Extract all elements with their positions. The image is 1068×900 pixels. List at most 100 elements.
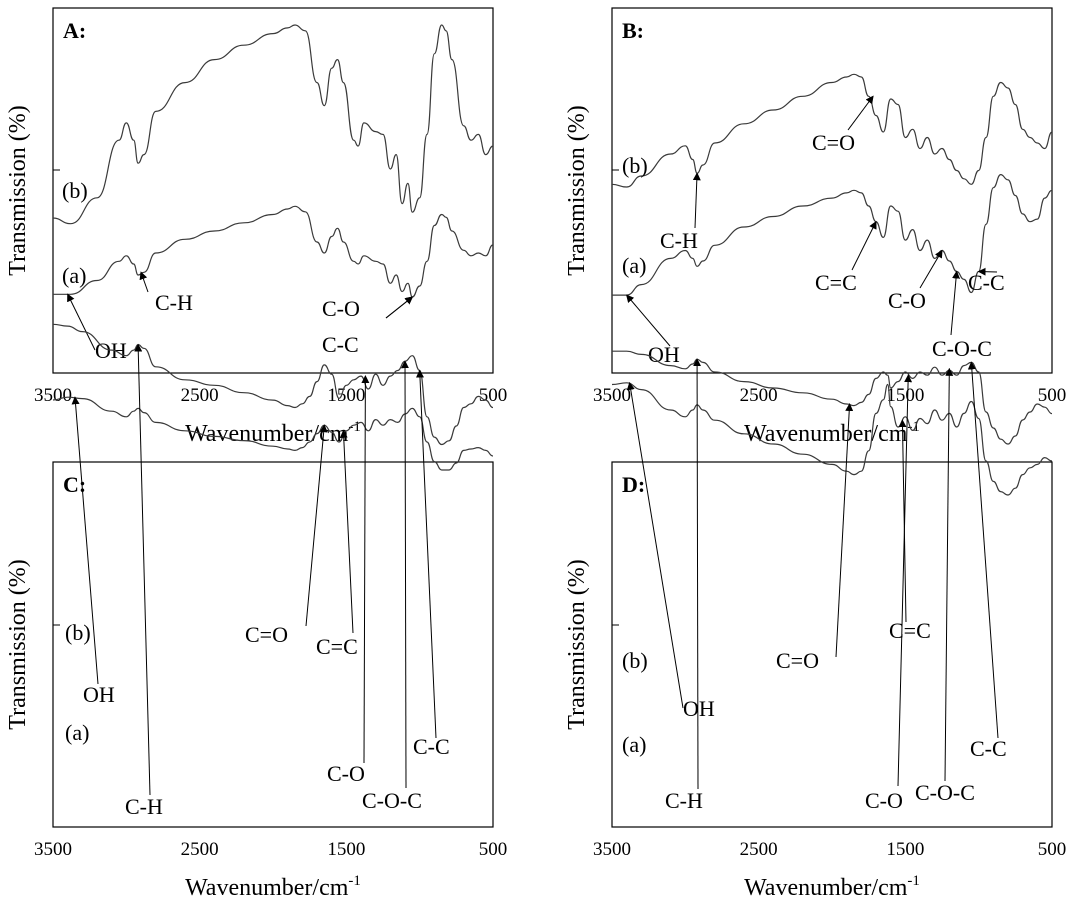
- panel-4: 3500 2500 1500 500 Wavenumber/cm-1 Transmissi…: [564, 350, 1067, 900]
- annotation-label: C-O: [865, 788, 903, 813]
- x-tick-label: 3500: [593, 839, 631, 860]
- panel-label: D:: [622, 472, 645, 497]
- annotation-label: C-C: [413, 734, 450, 759]
- x-tick-label: 3500: [34, 385, 72, 406]
- plot-frame: [611, 461, 1053, 828]
- x-tick-label: 2500: [181, 839, 219, 860]
- annotation-arrow: [67, 293, 96, 351]
- x-tick-label: 500: [479, 385, 508, 406]
- annotation-label: C-O-C: [915, 780, 975, 805]
- x-tick-label: 3500: [593, 385, 631, 406]
- annotation-label: C=O: [776, 648, 819, 673]
- annotation-label: C-O-C: [362, 788, 422, 813]
- series-line-b: [611, 73, 1053, 188]
- series-line-a: [611, 174, 1053, 296]
- x-tick-label: 1500: [327, 385, 365, 406]
- annotation-arrow: [385, 296, 414, 319]
- annotation-label: C-H: [155, 290, 193, 315]
- annotation-label: OH: [683, 696, 715, 721]
- annotation-label: C=O: [812, 130, 855, 155]
- annotation-label: C=O: [245, 622, 288, 647]
- annotation-arrow: [339, 429, 354, 634]
- annotation-label: C=C: [815, 270, 857, 295]
- series-label: (b): [622, 648, 648, 673]
- annotation-arrow: [967, 361, 999, 739]
- x-tick-label: 2500: [740, 385, 778, 406]
- panel-label: B:: [622, 18, 644, 43]
- x-axis-title: Wavenumber/cm-1: [185, 419, 361, 447]
- annotation-arrow: [692, 172, 701, 229]
- x-tick-label: 1500: [886, 839, 924, 860]
- x-tick-label: 500: [1038, 385, 1067, 406]
- annotation-label: OH: [83, 682, 115, 707]
- annotation-arrow: [835, 403, 854, 658]
- x-axis-title: Wavenumber/cm-1: [185, 873, 361, 900]
- y-axis-title: Transmission (%): [5, 559, 31, 729]
- x-tick-label: 2500: [740, 839, 778, 860]
- series-label: (a): [65, 720, 89, 745]
- series-label: (a): [622, 732, 646, 757]
- series-line-a: [52, 323, 494, 446]
- x-tick-label: 500: [479, 839, 508, 860]
- x-axis-title: Wavenumber/cm-1: [744, 873, 920, 900]
- y-axis-title: Transmission (%): [5, 105, 31, 275]
- panel-label: A:: [63, 18, 86, 43]
- plot-frame: [611, 7, 1053, 374]
- annotation-label: C-O-C: [932, 336, 992, 361]
- annotation-label: C-C: [968, 270, 1005, 295]
- series-label: (a): [622, 253, 646, 278]
- annotation-arrow: [944, 367, 954, 782]
- plot-frame: [52, 461, 494, 828]
- annotation-arrow: [851, 220, 877, 271]
- annotation-arrow: [847, 95, 874, 131]
- annotation-label: C-O: [327, 761, 365, 786]
- x-axis-title: Wavenumber/cm-1: [744, 419, 920, 447]
- annotation-label: C-H: [125, 794, 163, 819]
- panel-3: 3500 2500 1500 500 Wavenumber/cm-1 Transmissi…: [5, 323, 508, 900]
- annotation-label: C-H: [665, 788, 703, 813]
- series-line-a: [612, 350, 1053, 445]
- panel-label: C:: [63, 472, 86, 497]
- annotation-arrow: [626, 381, 684, 709]
- y-axis-title: Transmission (%): [564, 105, 590, 275]
- annotation-label: C=C: [889, 618, 931, 643]
- annotation-label: C-C: [322, 332, 359, 357]
- annotation-label: C-O: [322, 296, 360, 321]
- annotation-arrow: [71, 396, 99, 685]
- annotation-arrow: [693, 358, 702, 790]
- series-label: (b): [62, 178, 88, 203]
- series-label: (b): [622, 153, 648, 178]
- x-tick-label: 3500: [34, 839, 72, 860]
- plot-frame: [52, 7, 494, 374]
- panel-1: 3500 2500 1500 500 Wavenumber/cm-1 Transmissi…: [5, 7, 508, 447]
- x-axis-title-superscript: -1: [348, 873, 361, 889]
- annotation-label: C-H: [660, 228, 698, 253]
- annotation-arrow: [897, 374, 913, 787]
- annotation-arrow: [361, 375, 370, 764]
- x-tick-label: 2500: [181, 385, 219, 406]
- series-line-b: [611, 382, 1053, 496]
- annotation-arrow: [626, 294, 671, 347]
- annotation-label: C-C: [970, 736, 1007, 761]
- series-line-a: [53, 205, 494, 298]
- y-axis-title: Transmission (%): [564, 559, 590, 729]
- annotation-label: OH: [648, 342, 680, 367]
- annotation-label: C-O: [888, 288, 926, 313]
- annotation-label: C=C: [316, 634, 358, 659]
- x-tick-label: 1500: [886, 385, 924, 406]
- series-label: (a): [62, 263, 86, 288]
- x-axis-title-superscript: -1: [907, 873, 920, 889]
- annotation-arrow: [401, 360, 410, 789]
- x-tick-label: 1500: [327, 839, 365, 860]
- x-tick-label: 500: [1038, 839, 1067, 860]
- annotation-arrow: [977, 267, 998, 276]
- annotation-arrow: [919, 249, 943, 289]
- annotation-arrow: [134, 343, 151, 796]
- annotation-arrow: [415, 369, 437, 739]
- annotation-arrow: [305, 424, 328, 627]
- series-line-b: [52, 24, 494, 225]
- series-label: (b): [65, 620, 91, 645]
- annotation-arrow: [139, 271, 149, 293]
- panel-2: 3500 2500 1500 500 Wavenumber/cm-1 Transmissi…: [564, 7, 1067, 447]
